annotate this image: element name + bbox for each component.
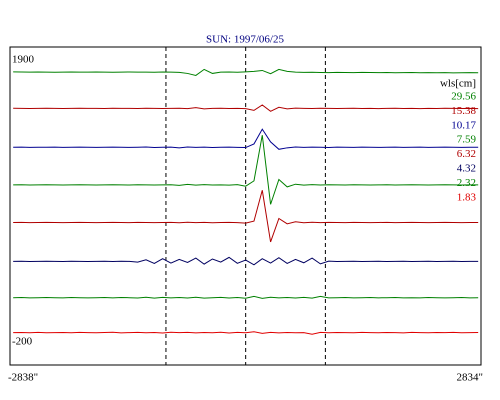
trace-line — [13, 190, 479, 243]
legend-label: 1.83 — [457, 191, 477, 203]
trace-line — [13, 128, 479, 150]
trace-line — [13, 104, 479, 112]
y-tick-label: 1900 — [12, 54, 35, 66]
legend-label: 15.38 — [451, 105, 476, 117]
trace-line — [13, 256, 479, 266]
chart-title: SUN: 1997/06/25 — [206, 34, 284, 46]
legend-label: 29.56 — [451, 91, 476, 103]
x-tick-label: -2838" — [8, 372, 38, 384]
y-tick-label: -200 — [12, 336, 33, 348]
trace-line — [13, 68, 479, 76]
legend-label: 4.32 — [457, 163, 476, 175]
legend-label: 2.32 — [457, 177, 476, 189]
legend-label: 6.32 — [457, 148, 476, 160]
trace-line — [13, 331, 479, 335]
trace-line — [13, 295, 479, 299]
legend-title: wls[cm] — [440, 78, 476, 90]
x-tick-label: 2834" — [457, 372, 484, 384]
trace-line — [13, 135, 479, 205]
legend-label: 7.59 — [457, 134, 477, 146]
legend-label: 10.17 — [451, 119, 476, 131]
